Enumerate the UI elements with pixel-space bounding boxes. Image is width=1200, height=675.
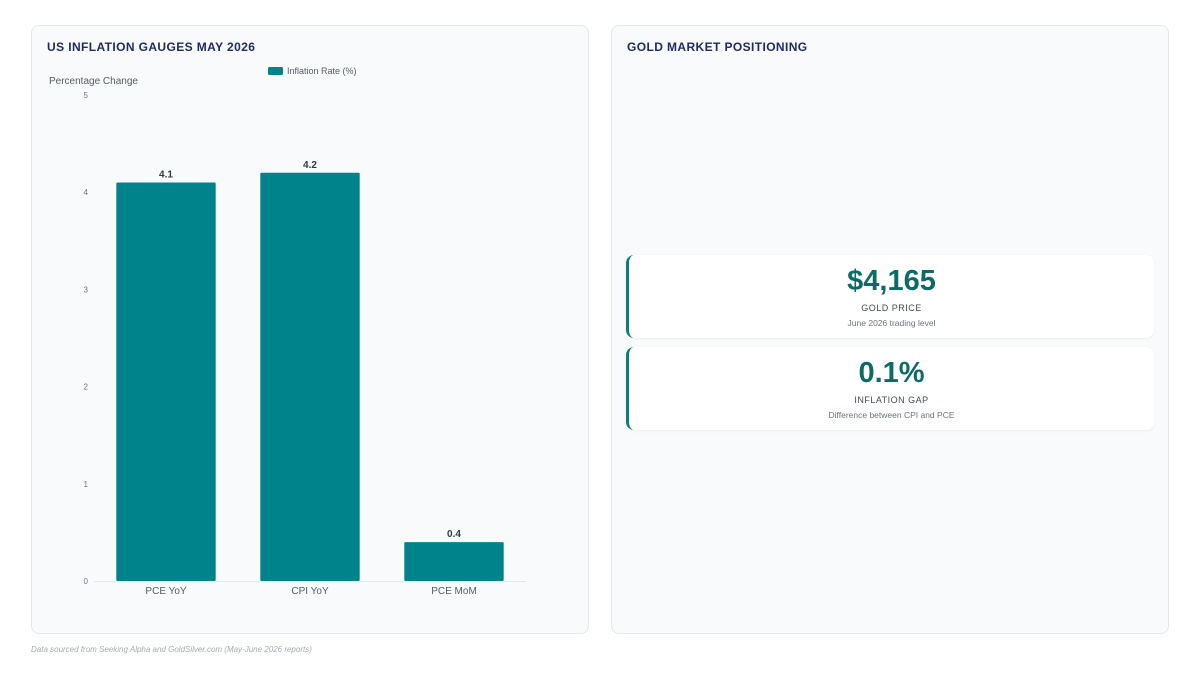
- inflation-gap-subtext: Difference between CPI and PCE: [828, 410, 955, 420]
- chart-panel-title: US INFLATION GAUGES MAY 2026: [47, 40, 256, 54]
- gold-price-card: $4,165 GOLD PRICE June 2026 trading leve…: [626, 255, 1154, 338]
- gold-panel-title: GOLD MARKET POSITIONING: [627, 40, 808, 54]
- legend-label: Inflation Rate (%): [287, 66, 357, 76]
- x-tick-label: PCE YoY: [145, 586, 186, 597]
- inflation-bar-chart: Percentage Change 0 1 2 3 4 5 Inflation Rate (%…: [49, 66, 526, 597]
- y-tick-label: 1: [84, 480, 89, 489]
- inflation-gap-card: 0.1% INFLATION GAP Difference between CP…: [626, 347, 1154, 430]
- inflation-gap-value: 0.1%: [858, 357, 925, 389]
- legend-swatch: [268, 67, 283, 75]
- y-tick-label: 5: [84, 91, 89, 100]
- gold-price-label: GOLD PRICE: [861, 303, 922, 313]
- gold-price-value: $4,165: [847, 265, 936, 297]
- source-footnote: Data sourced from Seeking Alpha and Gold…: [31, 645, 312, 654]
- inflation-gap-label: INFLATION GAP: [854, 395, 929, 405]
- bar-data-label: 4.1: [159, 169, 173, 180]
- gold-price-subtext: June 2026 trading level: [847, 318, 936, 328]
- y-tick-label: 0: [84, 577, 89, 586]
- y-tick-label: 2: [84, 383, 89, 392]
- x-tick-label: CPI YoY: [291, 586, 329, 597]
- x-tick-label: PCE MoM: [431, 586, 477, 597]
- bar-data-label: 4.2: [303, 160, 317, 171]
- y-axis-title: Percentage Change: [49, 76, 138, 87]
- inflation-chart-panel: US INFLATION GAUGES MAY 2026 Percentage …: [31, 25, 589, 634]
- y-tick-label: 4: [84, 188, 89, 197]
- y-tick-label: 3: [84, 285, 89, 294]
- bar: [260, 172, 360, 581]
- bar: [404, 542, 504, 581]
- bar-data-label: 0.4: [447, 529, 461, 540]
- gold-positioning-panel: GOLD MARKET POSITIONING $4,165 GOLD PRIC…: [611, 25, 1169, 634]
- bar: [116, 182, 216, 582]
